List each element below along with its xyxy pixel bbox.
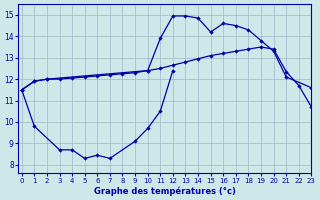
X-axis label: Graphe des températures (°c): Graphe des températures (°c) — [94, 186, 236, 196]
